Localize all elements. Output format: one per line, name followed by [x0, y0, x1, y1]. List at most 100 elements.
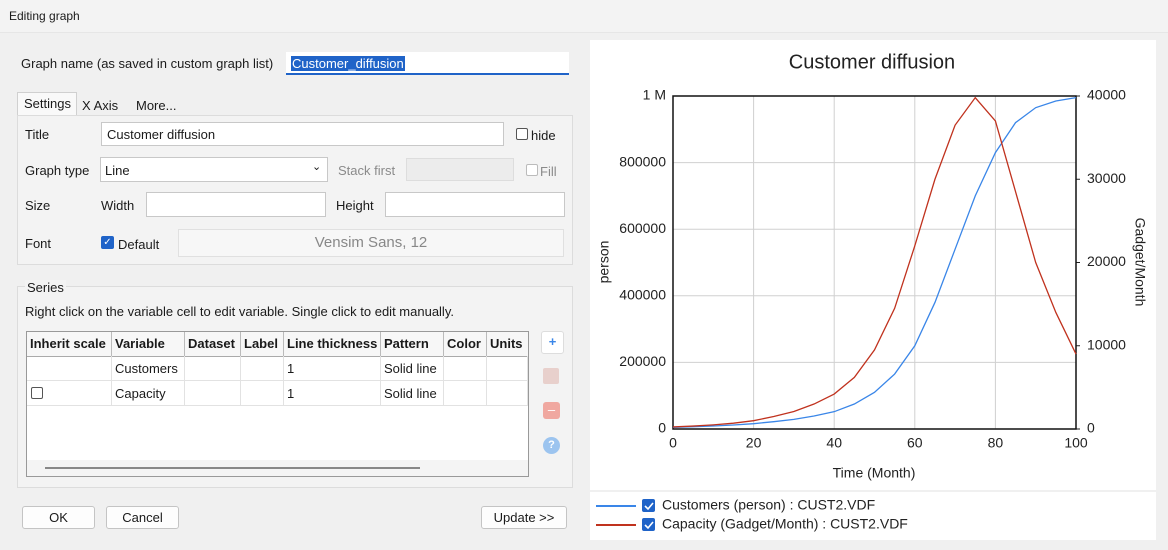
graph-name-value: Customer_diffusion: [291, 56, 405, 71]
copy-button[interactable]: [543, 368, 559, 384]
cell[interactable]: Capacity: [112, 381, 185, 406]
x-tick-label: 60: [907, 435, 923, 451]
legend-background: [590, 492, 1156, 540]
y-tick-label: 0: [658, 420, 666, 436]
update-button[interactable]: Update >>: [481, 506, 567, 529]
cell[interactable]: [27, 356, 112, 381]
cell[interactable]: Solid line: [381, 381, 444, 406]
tab-label[interactable]: Settings: [24, 96, 71, 111]
cell[interactable]: [444, 381, 487, 406]
legend-label: Customers (person) : CUST2.VDF: [662, 497, 875, 513]
add-button[interactable]: +: [541, 331, 564, 354]
cell[interactable]: Solid line: [381, 356, 444, 381]
cell[interactable]: [185, 356, 241, 381]
y2-tick-label: 10000: [1087, 336, 1126, 352]
ok-button[interactable]: OK: [22, 506, 95, 529]
y2-tick-label: 0: [1087, 420, 1095, 436]
x-tick-label: 80: [988, 435, 1004, 451]
y2-tick-label: 20000: [1087, 253, 1126, 269]
cancel-button[interactable]: Cancel: [106, 506, 179, 529]
plot-frame: [672, 95, 1077, 430]
inherit-checkbox[interactable]: [31, 387, 43, 399]
column-header[interactable]: Variable: [112, 332, 185, 356]
cell[interactable]: [444, 356, 487, 381]
y-tick-label: 600000: [619, 220, 666, 236]
y2-tick-label: 30000: [1087, 170, 1126, 186]
column-header[interactable]: Units: [490, 336, 523, 351]
tab-label[interactable]: More...: [136, 98, 177, 113]
column-header[interactable]: Label: [241, 332, 284, 356]
title-bar: [0, 0, 1168, 33]
chart-background: [590, 40, 1156, 490]
default-checkbox[interactable]: ✓: [101, 236, 114, 249]
legend-checkbox: [642, 499, 655, 512]
y2-axis-label: Gadget/Month: [1132, 218, 1148, 307]
y-tick-label: 1 M: [643, 87, 666, 103]
tab[interactable]: [17, 92, 77, 117]
table-header: [27, 332, 528, 357]
y-tick-label: 400000: [619, 287, 666, 303]
cell[interactable]: 1: [284, 381, 381, 406]
field-label: Graph type: [25, 163, 90, 178]
height-input[interactable]: [385, 192, 565, 217]
remove-button[interactable]: –: [543, 402, 560, 419]
x-tick-label: 20: [746, 435, 762, 451]
chart-title: Customer diffusion: [789, 51, 955, 73]
field-label: Title: [25, 127, 50, 142]
graph-type-value: Line: [105, 163, 130, 178]
title-input[interactable]: [101, 122, 504, 146]
column-header[interactable]: Pattern: [381, 332, 444, 356]
x-tick-label: 100: [1064, 435, 1088, 451]
legend-check: [644, 521, 654, 530]
instructions: Right click on the variable cell to edit…: [25, 304, 454, 319]
cell[interactable]: [487, 381, 528, 406]
y-tick-label: 800000: [619, 153, 666, 169]
cell[interactable]: [487, 356, 528, 381]
column-header[interactable]: Dataset: [185, 332, 241, 356]
field-label: Width: [101, 198, 135, 213]
cell[interactable]: Customers: [112, 356, 185, 381]
graph-type-select[interactable]: [100, 157, 328, 182]
field-label: Height: [336, 198, 374, 213]
field-label: Stack first: [338, 163, 396, 178]
stack-first-input: [406, 158, 514, 181]
width-input[interactable]: [146, 192, 326, 217]
title-value: Customer diffusion: [107, 127, 216, 142]
column-header[interactable]: Inherit scale: [27, 332, 112, 356]
legend-check: [644, 502, 654, 511]
cell[interactable]: [27, 381, 112, 406]
cell[interactable]: [241, 381, 284, 406]
dropdown-arrow: ⌄: [312, 161, 322, 173]
legend-label: Capacity (Gadget/Month) : CUST2.VDF: [662, 516, 908, 532]
tab-label[interactable]: X Axis: [82, 98, 119, 113]
legend-checkbox: [642, 518, 655, 531]
help-button[interactable]: ?: [543, 437, 560, 454]
window-title: Editing graph: [9, 9, 80, 23]
x-tick-label: 0: [669, 435, 677, 451]
series-line: [672, 97, 1077, 428]
y-tick-label: 200000: [619, 353, 666, 369]
column-header[interactable]: Line thickness: [284, 332, 381, 356]
cell[interactable]: [185, 381, 241, 406]
font-value: Vensim Sans, 12: [314, 234, 428, 251]
y2-tick-label: 40000: [1087, 87, 1126, 103]
font-button[interactable]: [178, 229, 564, 257]
cell[interactable]: [241, 356, 284, 381]
x-tick-label: 40: [826, 435, 842, 451]
checkbox-label: Default: [118, 237, 160, 252]
group-title: Series: [25, 280, 66, 295]
hide-checkbox[interactable]: [516, 128, 528, 140]
checkbox-label: hide: [531, 128, 556, 143]
field-label: Font: [25, 236, 52, 251]
x-axis-label: Time (Month): [833, 465, 916, 481]
series-line: [672, 96, 1077, 428]
scrollbar-thumb[interactable]: [45, 467, 420, 469]
checkbox-label: Fill: [540, 164, 557, 179]
field-label: Size: [25, 198, 51, 213]
column-header[interactable]: Color: [444, 332, 487, 356]
graph-name-label: Graph name (as saved in custom graph lis…: [21, 56, 274, 71]
y-axis-label: person: [596, 241, 612, 284]
cell[interactable]: 1: [284, 356, 381, 381]
